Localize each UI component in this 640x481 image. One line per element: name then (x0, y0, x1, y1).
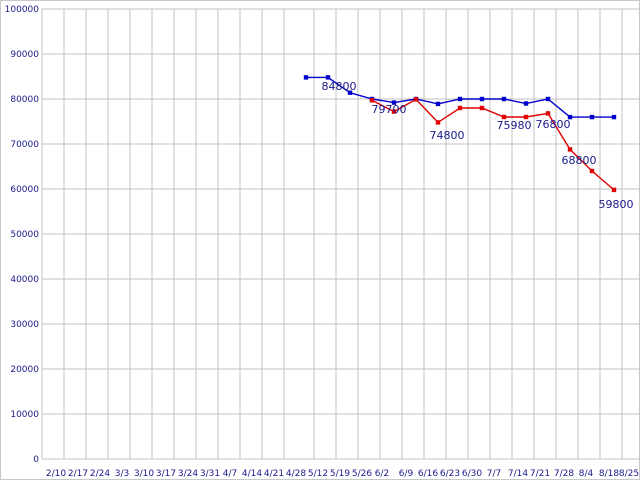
data-point-marker (325, 75, 331, 80)
x-tick-label: 3/3 (115, 469, 129, 479)
x-tick-label: 3/24 (178, 469, 198, 479)
data-point-marker (523, 101, 529, 106)
data-point-marker (369, 98, 375, 103)
x-tick-label: 4/28 (286, 469, 306, 479)
x-tick-label: 7/14 (508, 469, 528, 479)
point-annotations: 84800 79700 74800 75980 76800 68800 5980… (322, 80, 634, 211)
x-tick-label: 4/7 (223, 469, 237, 479)
x-tick-label: 8/4 (579, 469, 594, 479)
x-tick-label: 3/10 (134, 469, 154, 479)
series-line-red (371, 98, 615, 191)
data-point-marker (391, 109, 397, 114)
data-point-marker (457, 96, 463, 102)
point-label-59800: 59800 (599, 198, 634, 211)
x-tick-label: 8/25 (619, 469, 639, 479)
x-tick-label: 4/14 (242, 469, 262, 479)
data-point-marker (611, 187, 617, 193)
x-tick-label: 6/16 (418, 469, 438, 479)
y-tick-label: 80000 (10, 95, 39, 105)
point-label-76800: 76800 (536, 118, 571, 131)
y-axis-labels: 100000 90000 80000 70000 60000 50000 400… (5, 5, 40, 465)
x-tick-label: 5/26 (352, 469, 372, 479)
data-point-marker (589, 168, 595, 174)
y-tick-label: 70000 (10, 140, 39, 150)
x-tick-label: 3/17 (156, 469, 176, 479)
point-label-75980: 75980 (497, 119, 532, 132)
x-tick-label: 6/23 (440, 469, 460, 479)
y-tick-label: 10000 (10, 410, 39, 420)
data-point-marker (523, 114, 529, 120)
y-tick-label: 40000 (10, 275, 39, 285)
data-point-marker (567, 147, 573, 152)
data-point-marker (435, 120, 441, 125)
data-point-marker (589, 114, 595, 120)
y-tick-label: 60000 (10, 185, 39, 195)
x-tick-label: 8/18 (599, 469, 619, 479)
point-label-79700: 79700 (372, 103, 407, 116)
data-point-marker (545, 96, 551, 102)
grid-vertical (41, 9, 623, 459)
data-point-marker (391, 100, 397, 105)
data-point-marker (479, 96, 485, 102)
x-tick-label: 4/21 (264, 469, 284, 479)
x-tick-label: 5/12 (308, 469, 328, 479)
y-tick-label: 30000 (10, 320, 39, 330)
x-tick-label: 7/21 (530, 469, 550, 479)
y-tick-label: 20000 (10, 365, 39, 375)
data-point-marker (611, 114, 617, 120)
x-tick-label: 3/31 (200, 469, 220, 479)
point-label-74800: 74800 (430, 129, 465, 142)
data-point-marker (501, 96, 507, 102)
data-point-marker (567, 114, 573, 120)
x-tick-label: 7/28 (554, 469, 574, 479)
x-tick-label: 6/2 (375, 469, 389, 479)
x-tick-label: 6/30 (462, 469, 482, 479)
x-tick-label: 5/19 (330, 469, 350, 479)
data-point-marker (545, 111, 551, 116)
y-tick-label: 0 (33, 455, 39, 465)
data-point-marker (435, 101, 441, 107)
point-label-68800: 68800 (562, 154, 597, 167)
grid-horizontal (42, 8, 640, 460)
data-point-marker (457, 105, 463, 111)
x-axis-labels: 2/10 2/17 2/24 3/3 3/10 3/17 3/24 3/31 4… (46, 469, 639, 479)
x-tick-label: 2/24 (90, 469, 110, 479)
x-tick-label: 6/9 (399, 469, 414, 479)
series-markers-red (369, 97, 617, 193)
data-point-marker (501, 114, 507, 120)
data-point-marker (413, 97, 419, 102)
y-tick-label: 100000 (5, 5, 40, 15)
x-tick-label: 2/17 (68, 469, 88, 479)
data-point-marker (303, 75, 309, 80)
x-tick-label: 2/10 (46, 469, 66, 479)
y-tick-label: 50000 (10, 230, 39, 240)
data-point-marker (479, 105, 485, 111)
x-tick-label: 7/7 (487, 469, 501, 479)
y-tick-label: 90000 (10, 50, 39, 60)
data-point-marker (347, 90, 353, 95)
point-label-84800: 84800 (322, 80, 357, 93)
